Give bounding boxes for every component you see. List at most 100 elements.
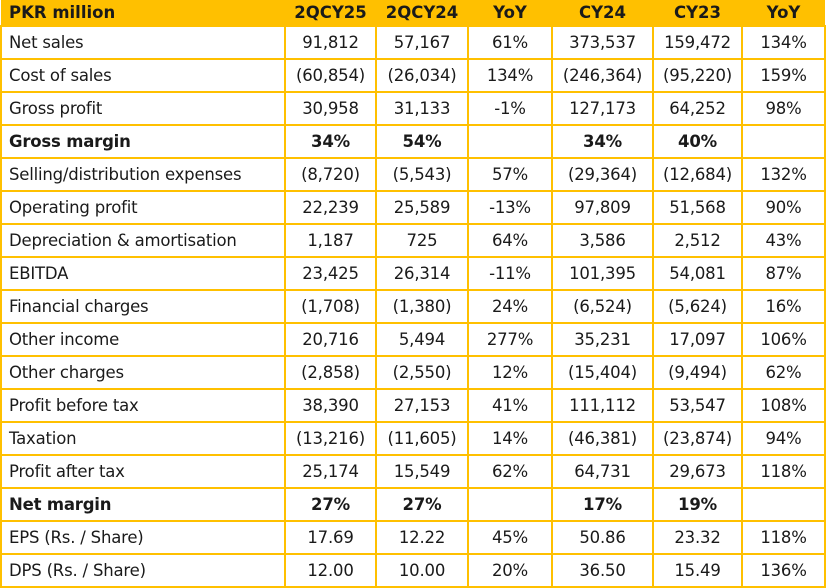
- row-label: Gross profit: [0, 91, 286, 126]
- value-annual-yoy: 87%: [741, 256, 826, 291]
- value-cy23: 64,252: [652, 91, 743, 126]
- value-2qcy25: 22,239: [284, 190, 377, 225]
- value-annual-yoy: 62%: [741, 355, 826, 390]
- value-quarter-yoy: [467, 487, 553, 522]
- row-label: Profit after tax: [0, 454, 286, 489]
- row-label: Profit before tax: [0, 388, 286, 423]
- value-2qcy25: 27%: [284, 487, 377, 522]
- value-cy23: (12,684): [652, 157, 743, 192]
- value-cy23: 53,547: [652, 388, 743, 423]
- value-2qcy25: 12.00: [284, 553, 377, 588]
- value-quarter-yoy: 62%: [467, 454, 553, 489]
- row-label: Other income: [0, 322, 286, 357]
- value-cy23: (23,874): [652, 421, 743, 456]
- row-label: EPS (Rs. / Share): [0, 520, 286, 555]
- value-cy24: 36.50: [551, 553, 654, 588]
- value-annual-yoy: 118%: [741, 520, 826, 555]
- value-2qcy25: (60,854): [284, 58, 377, 93]
- value-quarter-yoy: 12%: [467, 355, 553, 390]
- value-2qcy24: (5,543): [375, 157, 469, 192]
- table-row: Profit after tax 25,174 15,549 62% 64,731 29,…: [0, 454, 826, 489]
- row-label: Depreciation & amortisation: [0, 223, 286, 258]
- value-cy24: 35,231: [551, 322, 654, 357]
- value-cy23: 19%: [652, 487, 743, 522]
- value-cy23: 159,472: [652, 25, 743, 60]
- table-header: PKR million 2QCY25 2QCY24 YoY CY24 CY23 …: [1, 0, 825, 26]
- value-annual-yoy: 132%: [741, 157, 826, 192]
- value-2qcy25: 30,958: [284, 91, 377, 126]
- value-quarter-yoy: 61%: [467, 25, 553, 60]
- value-cy24: 34%: [551, 124, 654, 159]
- table-row: Taxation (13,216) (11,605) 14% (46,381) (23,8…: [0, 421, 826, 456]
- value-cy24: 97,809: [551, 190, 654, 225]
- value-annual-yoy: [741, 124, 826, 159]
- row-label: Net margin: [0, 487, 286, 522]
- value-cy23: 2,512: [652, 223, 743, 258]
- value-quarter-yoy: 134%: [467, 58, 553, 93]
- value-annual-yoy: 98%: [741, 91, 826, 126]
- value-cy24: 3,586: [551, 223, 654, 258]
- value-annual-yoy: 16%: [741, 289, 826, 324]
- table-row: Net margin 27% 27% 17% 19%: [0, 487, 826, 522]
- value-quarter-yoy: -1%: [467, 91, 553, 126]
- value-2qcy24: 26,314: [375, 256, 469, 291]
- value-annual-yoy: 90%: [741, 190, 826, 225]
- value-annual-yoy: 108%: [741, 388, 826, 423]
- value-2qcy24: (11,605): [375, 421, 469, 456]
- header-cy24: CY24: [552, 0, 653, 26]
- value-quarter-yoy: 14%: [467, 421, 553, 456]
- row-label: Other charges: [0, 355, 286, 390]
- table-row: Financial charges (1,708) (1,380) 24% (6,524…: [0, 289, 826, 324]
- value-quarter-yoy: 24%: [467, 289, 553, 324]
- value-cy23: 15.49: [652, 553, 743, 588]
- value-quarter-yoy: 45%: [467, 520, 553, 555]
- table-row: Other charges (2,858) (2,550) 12% (15,404) (9…: [0, 355, 826, 390]
- value-2qcy25: (8,720): [284, 157, 377, 192]
- value-cy24: (15,404): [551, 355, 654, 390]
- value-cy23: (9,494): [652, 355, 743, 390]
- value-2qcy24: (2,550): [375, 355, 469, 390]
- value-cy23: 40%: [652, 124, 743, 159]
- table-row: Selling/distribution expenses (8,720) (5,5…: [0, 157, 826, 192]
- table-row: EBITDA 23,425 26,314 -11% 101,395 54,081 87%: [0, 256, 826, 291]
- table-row: Gross margin 34% 54% 34% 40%: [0, 124, 826, 159]
- value-2qcy25: 34%: [284, 124, 377, 159]
- header-quarter-yoy: YoY: [468, 0, 552, 26]
- value-cy24: 127,173: [551, 91, 654, 126]
- table-row: Profit before tax 38,390 27,153 41% 111,112 5…: [0, 388, 826, 423]
- value-2qcy24: 12.22: [375, 520, 469, 555]
- value-2qcy24: 15,549: [375, 454, 469, 489]
- value-annual-yoy: 94%: [741, 421, 826, 456]
- row-label: Operating profit: [0, 190, 286, 225]
- header-annual-yoy: YoY: [742, 0, 825, 26]
- row-label: Financial charges: [0, 289, 286, 324]
- value-cy24: 101,395: [551, 256, 654, 291]
- row-label: DPS (Rs. / Share): [0, 553, 286, 588]
- value-cy23: 23.32: [652, 520, 743, 555]
- row-label: EBITDA: [0, 256, 286, 291]
- value-2qcy25: 38,390: [284, 388, 377, 423]
- row-label: Cost of sales: [0, 58, 286, 93]
- value-2qcy24: (26,034): [375, 58, 469, 93]
- value-2qcy25: 17.69: [284, 520, 377, 555]
- value-annual-yoy: 43%: [741, 223, 826, 258]
- value-cy24: 17%: [551, 487, 654, 522]
- value-cy24: (29,364): [551, 157, 654, 192]
- table-row: DPS (Rs. / Share) 12.00 10.00 20% 36.50 15.49…: [0, 553, 826, 588]
- header-cy23: CY23: [653, 0, 742, 26]
- value-quarter-yoy: -13%: [467, 190, 553, 225]
- value-quarter-yoy: 277%: [467, 322, 553, 357]
- value-2qcy24: 54%: [375, 124, 469, 159]
- value-cy24: 64,731: [551, 454, 654, 489]
- value-2qcy25: 23,425: [284, 256, 377, 291]
- value-cy23: 29,673: [652, 454, 743, 489]
- value-2qcy25: (2,858): [284, 355, 377, 390]
- value-cy23: (95,220): [652, 58, 743, 93]
- value-quarter-yoy: -11%: [467, 256, 553, 291]
- value-2qcy24: 25,589: [375, 190, 469, 225]
- value-cy24: (46,381): [551, 421, 654, 456]
- header-2qcy24: 2QCY24: [376, 0, 468, 26]
- value-annual-yoy: [741, 487, 826, 522]
- value-2qcy24: 57,167: [375, 25, 469, 60]
- value-cy23: 51,568: [652, 190, 743, 225]
